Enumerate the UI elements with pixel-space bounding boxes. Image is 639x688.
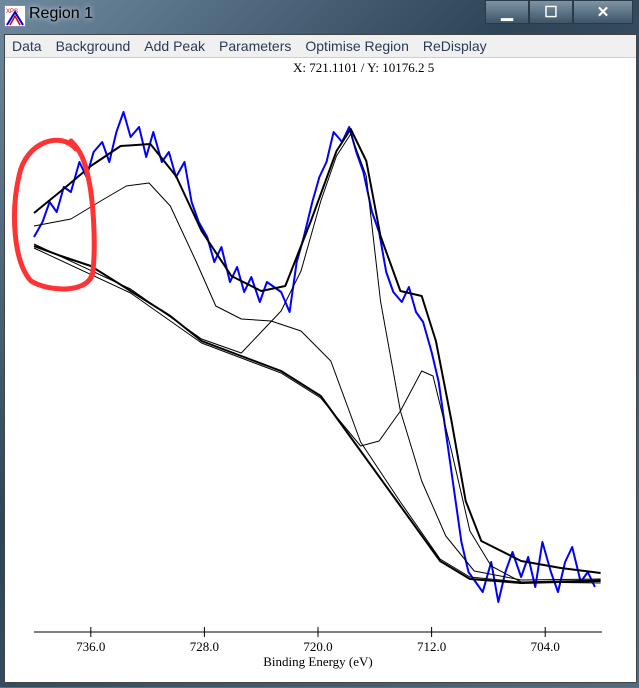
- x-tick-label: 712.0: [417, 639, 446, 654]
- series-component-5: [33, 247, 601, 584]
- series-envelope-1: [33, 128, 601, 574]
- svg-text:XPS: XPS: [6, 9, 18, 15]
- menu-bar: Data Background Add Peak Parameters Opti…: [5, 35, 636, 58]
- window-title: Region 1: [29, 5, 94, 22]
- client-area: Data Background Add Peak Parameters Opti…: [4, 34, 637, 683]
- minimize-button[interactable]: ▁: [485, 0, 529, 24]
- close-button[interactable]: ✕: [573, 0, 633, 24]
- menu-optimise-region[interactable]: Optimise Region: [305, 38, 409, 54]
- series-raw-0: [33, 111, 596, 603]
- menu-data[interactable]: Data: [12, 38, 42, 54]
- title-bar[interactable]: XPS Region 1 ▁ ☐ ✕: [0, 0, 639, 32]
- red-circle-annotation: [12, 137, 97, 292]
- series-component-4: [33, 133, 601, 581]
- menu-parameters[interactable]: Parameters: [219, 38, 292, 54]
- xps-app-icon: XPS: [4, 5, 26, 27]
- x-tick-label: 736.0: [76, 639, 105, 654]
- cursor-readout: X: 721.1101 / Y: 10176.2 5: [293, 60, 435, 75]
- x-tick-label: 704.0: [531, 639, 560, 654]
- series-component-3: [33, 182, 601, 583]
- x-tick-label: 720.0: [303, 639, 332, 654]
- x-tick-label: 728.0: [190, 639, 219, 654]
- menu-add-peak[interactable]: Add Peak: [144, 38, 206, 54]
- maximize-icon: ☐: [544, 4, 558, 21]
- close-icon: ✕: [596, 4, 610, 21]
- menu-redisplay[interactable]: ReDisplay: [422, 38, 487, 54]
- series-background-2: [33, 245, 601, 584]
- menu-background[interactable]: Background: [55, 38, 131, 54]
- x-axis-label: Binding Energy (eV): [263, 654, 373, 669]
- minimize-icon: ▁: [501, 4, 513, 21]
- maximize-button[interactable]: ☐: [529, 0, 573, 24]
